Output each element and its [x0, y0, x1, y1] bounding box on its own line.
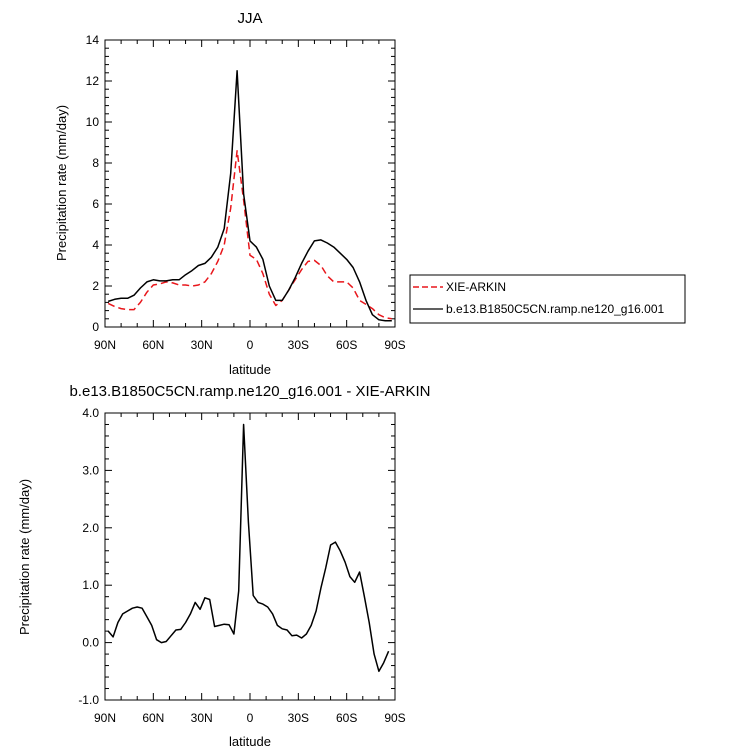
bottom-panel: b.e13.B1850C5CN.ramp.ne120_g16.001 - XIE… — [17, 383, 431, 749]
top-ytick-label-6: 12 — [86, 74, 100, 88]
legend-label-xie-arkin: XIE-ARKIN — [446, 280, 506, 294]
top-x-axis: 90N 60N 30N 0 30S 60S 90S — [94, 40, 406, 352]
bottom-xtick-label-4: 30S — [288, 711, 309, 725]
bottom-x-axis-label: latitude — [229, 734, 271, 749]
top-xtick-label-4: 30S — [288, 338, 309, 352]
bottom-xtick-label-3: 0 — [247, 711, 254, 725]
top-xtick-label-3: 0 — [247, 338, 254, 352]
bottom-ytick-label-5: 4.0 — [82, 406, 99, 420]
top-ytick-label-5: 10 — [86, 115, 100, 129]
bottom-x-axis: 90N 60N 30N 0 30S 60S 90S — [94, 413, 406, 725]
top-y-axis: 0 2 4 6 8 10 12 14 — [86, 33, 395, 334]
bottom-ytick-label-2: 1.0 — [82, 578, 99, 592]
top-xtick-label-2: 30N — [191, 338, 213, 352]
bottom-ytick-label-0: -1.0 — [78, 693, 99, 707]
top-panel: JJA 0 2 4 6 8 10 12 14 90N 60N 30N 0 30S 60S 90S lati… — [54, 10, 406, 377]
legend: XIE-ARKIN b.e13.B1850C5CN.ramp.ne120_g16… — [409, 274, 686, 324]
top-ytick-label-0: 0 — [92, 320, 99, 334]
top-series-line-b-e13-b1850c5cn-ramp-ne120-g16-001 — [107, 70, 392, 322]
top-series-line-xie-arkin — [107, 149, 392, 320]
bottom-ytick-label-4: 3.0 — [82, 463, 99, 477]
bottom-ytick-label-3: 2.0 — [82, 521, 99, 535]
top-xtick-label-6: 90S — [384, 338, 405, 352]
legend-box — [409, 274, 686, 324]
top-series-group — [107, 70, 392, 322]
top-ytick-label-3: 6 — [92, 197, 99, 211]
top-plot-frame — [104, 39, 396, 328]
top-ytick-label-1: 2 — [92, 279, 99, 293]
top-title: JJA — [237, 10, 262, 27]
legend-label-model: b.e13.B1850C5CN.ramp.ne120_g16.001 — [446, 302, 664, 316]
top-x-axis-label: latitude — [229, 362, 271, 377]
top-ytick-label-4: 8 — [92, 156, 99, 170]
bottom-y-axis-label: Precipitation rate (mm/day) — [17, 479, 32, 635]
top-ytick-label-7: 14 — [86, 33, 100, 47]
top-xtick-label-5: 60S — [336, 338, 357, 352]
bottom-xtick-label-6: 90S — [384, 711, 405, 725]
bottom-ytick-label-1: 0.0 — [82, 636, 99, 650]
top-ytick-label-2: 4 — [92, 238, 99, 252]
bottom-series-group — [107, 423, 390, 673]
bottom-xtick-label-5: 60S — [336, 711, 357, 725]
bottom-xtick-label-1: 60N — [142, 711, 164, 725]
bottom-series-line-difference — [107, 423, 390, 673]
bottom-title: b.e13.B1850C5CN.ramp.ne120_g16.001 - XIE… — [69, 383, 430, 400]
bottom-y-axis: -1.0 0.0 1.0 2.0 3.0 4.0 — [78, 406, 395, 707]
bottom-xtick-label-0: 90N — [94, 711, 116, 725]
bottom-xtick-label-2: 30N — [191, 711, 213, 725]
top-xtick-label-0: 90N — [94, 338, 116, 352]
top-xtick-label-1: 60N — [142, 338, 164, 352]
top-y-axis-label: Precipitation rate (mm/day) — [54, 105, 69, 261]
